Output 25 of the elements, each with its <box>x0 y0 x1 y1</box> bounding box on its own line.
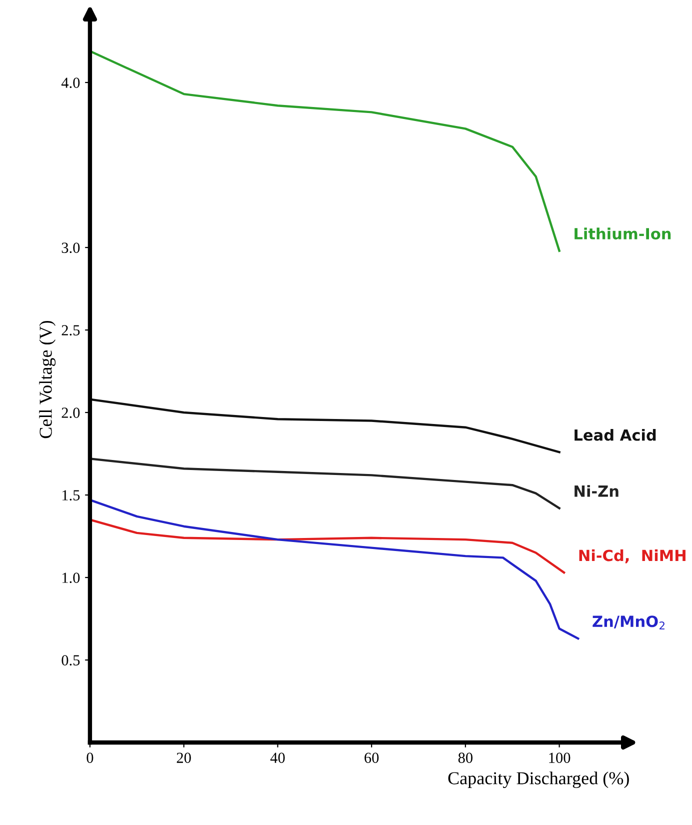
line-series <box>90 50 560 252</box>
x-tick-label: 100 <box>549 752 570 763</box>
x-tick-label: 20 <box>176 752 191 763</box>
x-tick-label: 0 <box>86 752 94 763</box>
series-label: Ni-Cd, NiMH <box>579 549 686 564</box>
series-label: Ni-Zn <box>574 485 618 497</box>
y-tick-label: 1.0 <box>62 572 80 584</box>
line-series <box>90 458 560 510</box>
y-tick-label: 2.0 <box>62 408 80 418</box>
line-series <box>90 398 560 454</box>
y-tick-label: 4.0 <box>61 78 80 88</box>
x-axis-title: Capacity Discharged (%) <box>448 772 629 788</box>
y-tick-label: 0.5 <box>62 655 80 666</box>
x-tick-label: 80 <box>458 752 472 763</box>
y-tick-label: 1.5 <box>62 490 80 501</box>
series-label: Zn/MnO$_{2}$ <box>592 616 664 630</box>
series-label: Lead Acid <box>574 428 656 441</box>
y-axis-title: Cell Voltage (V) <box>39 320 56 438</box>
x-tick-label: 40 <box>270 752 285 763</box>
y-tick-label: 2.5 <box>62 325 80 336</box>
y-tick-label: 3.0 <box>62 242 80 254</box>
line-series <box>90 498 580 640</box>
series-label: Lithium-Ion <box>574 228 671 240</box>
line-series <box>90 518 566 574</box>
x-tick-label: 60 <box>364 752 379 763</box>
